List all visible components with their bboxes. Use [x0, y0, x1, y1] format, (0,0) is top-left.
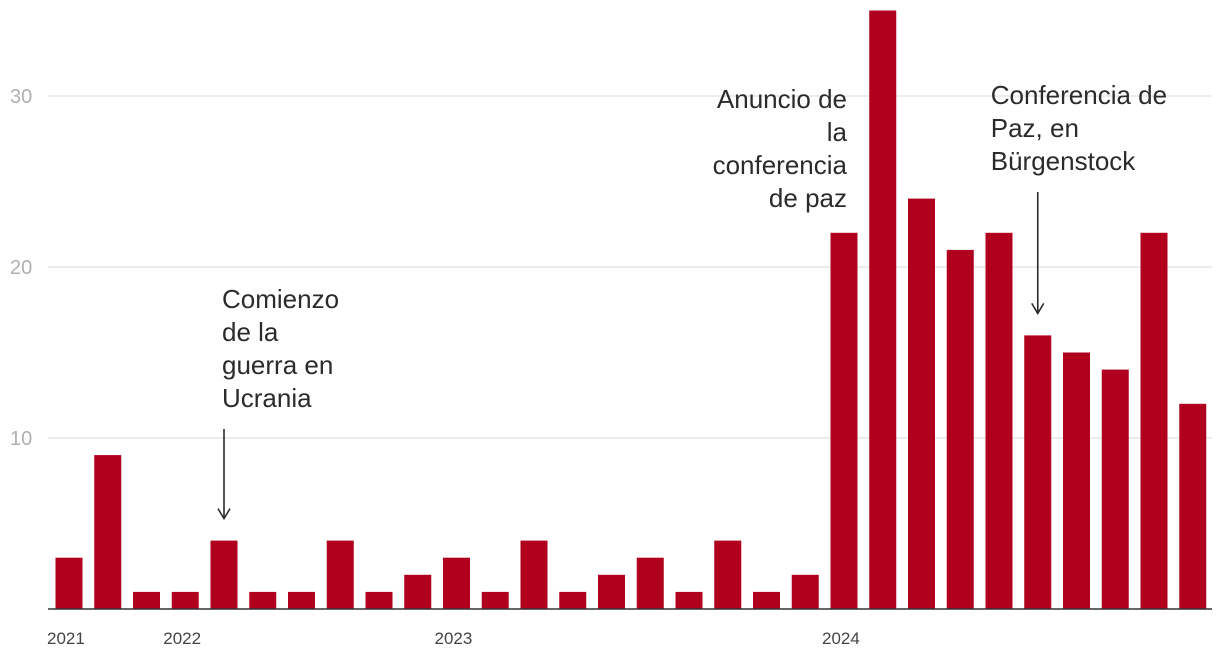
annotation-text: Conferencia de: [991, 80, 1167, 110]
bar: [365, 591, 393, 609]
annotation-text: de la: [222, 317, 279, 347]
bar: [1024, 335, 1052, 609]
y-tick-label: 20: [10, 257, 32, 279]
x-tick-label: 2021: [47, 629, 85, 648]
bar: [559, 591, 587, 609]
annotation-text: la: [827, 117, 848, 147]
bar: [675, 591, 703, 609]
bar: [133, 591, 160, 609]
annotation-arrow-head: [1031, 302, 1045, 315]
bar: [1063, 352, 1090, 609]
bar: [249, 591, 277, 609]
bar: [443, 557, 470, 609]
bar: [830, 232, 858, 610]
annotation-text: Ucrania: [222, 383, 312, 413]
bar: [1179, 403, 1207, 609]
x-tick-label: 2022: [163, 629, 201, 648]
bar: [791, 574, 819, 609]
bar: [94, 455, 122, 609]
bar: [55, 557, 83, 609]
bar: [869, 10, 897, 609]
bar: [985, 232, 1013, 610]
bar: [171, 591, 199, 609]
y-tick-label: 10: [10, 428, 32, 450]
bar: [908, 198, 935, 609]
annotation-text: de paz: [769, 183, 847, 213]
annotation-text: conferencia: [713, 150, 848, 180]
bar: [714, 540, 742, 609]
bar: [326, 540, 354, 609]
annotation-text: Paz, en: [991, 113, 1079, 143]
bar: [520, 540, 548, 609]
x-tick-label: 2024: [822, 629, 860, 648]
bar: [1140, 232, 1168, 610]
annotation-text: Comienzo: [222, 284, 339, 314]
bar: [753, 591, 780, 609]
bar: [481, 591, 509, 609]
bar: [1101, 369, 1129, 609]
annotation-arrow-head: [217, 508, 231, 521]
annotation-text: Anuncio de: [717, 84, 847, 114]
bar: [946, 249, 974, 609]
y-tick-label: 30: [10, 86, 32, 108]
annotation-text: Bürgenstock: [991, 146, 1137, 176]
bar: [636, 557, 664, 609]
bar: [210, 540, 238, 609]
bar: [598, 574, 625, 609]
bar: [288, 591, 315, 609]
bar: [404, 574, 432, 609]
annotation-text: guerra en: [222, 350, 333, 380]
x-tick-label: 2023: [435, 629, 473, 648]
